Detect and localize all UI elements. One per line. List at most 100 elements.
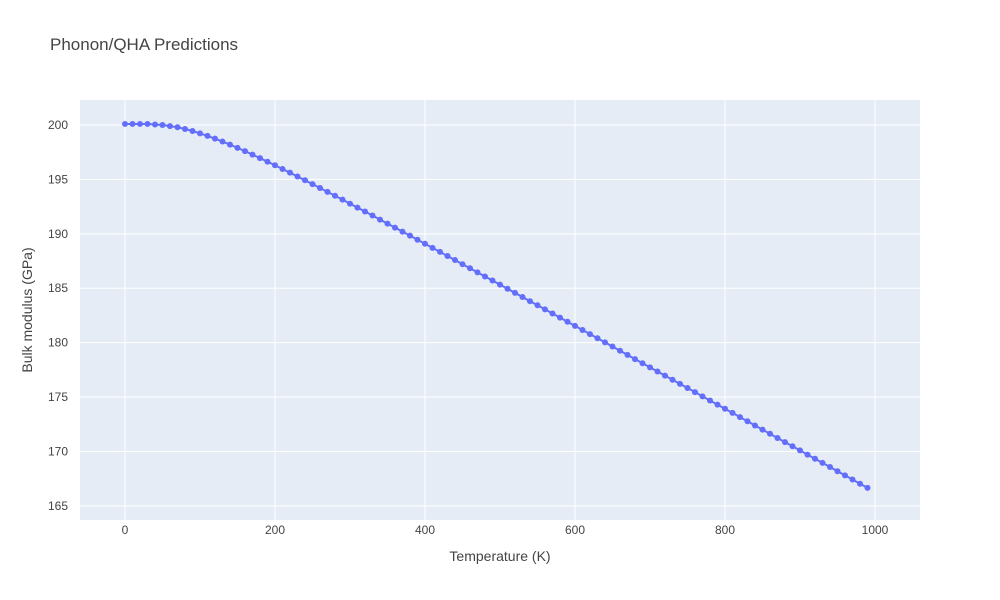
data-point[interactable] [422,240,428,247]
data-point[interactable] [474,269,481,276]
data-point[interactable] [482,273,488,280]
data-point[interactable] [857,480,863,487]
data-point[interactable] [339,196,346,203]
data-point[interactable] [332,192,338,199]
data-point[interactable] [834,468,841,475]
data-point[interactable] [677,380,683,387]
data-point[interactable] [662,372,668,379]
data-point[interactable] [197,130,203,137]
data-point[interactable] [729,409,736,416]
data-point[interactable] [459,261,466,268]
data-point[interactable] [204,132,211,139]
data-point[interactable] [354,204,361,211]
data-point[interactable] [167,123,173,130]
data-point[interactable] [654,368,661,375]
data-point[interactable] [272,162,278,169]
data-point[interactable] [392,224,398,231]
data-point[interactable] [549,310,556,317]
data-point[interactable] [812,455,818,462]
data-point[interactable] [849,476,856,483]
data-point[interactable] [369,212,376,219]
data-point[interactable] [737,414,743,421]
data-point[interactable] [279,165,286,172]
data-point[interactable] [512,289,518,296]
data-point[interactable] [594,335,601,342]
data-point[interactable] [287,169,293,176]
data-point[interactable] [557,314,563,321]
data-point[interactable] [669,376,676,383]
data-point[interactable] [639,360,646,367]
data-point[interactable] [317,185,323,192]
data-point[interactable] [707,397,713,404]
data-point[interactable] [189,128,196,135]
data-point[interactable] [219,138,226,145]
data-point[interactable] [572,322,578,329]
data-point[interactable] [827,464,833,471]
data-point[interactable] [152,121,158,128]
data-point[interactable] [632,356,638,363]
data-point[interactable] [294,173,301,180]
data-point[interactable] [302,177,308,184]
data-point[interactable] [542,306,548,313]
data-point[interactable] [782,439,788,446]
data-point[interactable] [504,285,511,292]
data-point[interactable] [377,216,383,223]
data-point[interactable] [174,124,181,131]
data-point[interactable] [789,443,796,450]
data-point[interactable] [137,120,143,127]
data-point[interactable] [534,302,541,309]
data-point[interactable] [159,122,166,129]
data-point[interactable] [617,347,623,354]
data-point[interactable] [767,430,773,437]
data-point[interactable] [264,158,271,165]
data-point[interactable] [804,451,811,458]
data-point[interactable] [467,265,473,272]
data-point[interactable] [744,418,751,425]
data-point[interactable] [399,228,406,235]
data-point[interactable] [864,484,871,491]
data-point[interactable] [519,294,526,301]
data-point[interactable] [819,459,826,466]
data-point[interactable] [234,144,241,151]
data-point[interactable] [309,181,316,188]
data-point[interactable] [242,148,248,155]
data-point[interactable] [347,200,353,207]
data-point[interactable] [774,434,781,441]
data-point[interactable] [444,253,451,260]
data-point[interactable] [699,393,706,400]
plot-area[interactable] [80,100,920,520]
data-point[interactable] [429,244,436,251]
data-point[interactable] [647,364,653,371]
data-point[interactable] [609,343,616,350]
data-point[interactable] [692,389,698,396]
data-point[interactable] [797,447,803,454]
data-point[interactable] [144,120,151,127]
data-point[interactable] [324,188,331,195]
data-point[interactable] [452,257,458,264]
data-point[interactable] [527,298,533,305]
data-point[interactable] [129,120,136,127]
data-point[interactable] [414,236,421,243]
data-point[interactable] [122,120,128,127]
data-point[interactable] [257,155,263,162]
data-point[interactable] [752,422,758,429]
data-point[interactable] [722,405,728,412]
data-point[interactable] [579,327,586,334]
data-point[interactable] [564,318,571,325]
data-point[interactable] [489,277,496,284]
data-point[interactable] [684,385,691,392]
data-point[interactable] [182,126,188,133]
data-point[interactable] [714,401,721,408]
data-point[interactable] [587,331,593,338]
data-point[interactable] [497,281,503,288]
data-point[interactable] [759,426,766,433]
data-point[interactable] [624,351,631,358]
data-point[interactable] [842,472,848,479]
data-point[interactable] [227,141,233,148]
data-point[interactable] [212,135,218,142]
data-point[interactable] [249,151,256,158]
data-point[interactable] [602,339,608,346]
data-point[interactable] [437,248,443,255]
data-point[interactable] [362,208,368,215]
data-point[interactable] [407,232,413,239]
